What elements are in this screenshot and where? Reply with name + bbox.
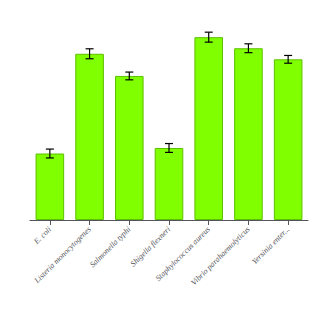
svg-text:Yersinia enter...: Yersinia enter... — [250, 225, 291, 266]
svg-text:Vibrio parahaemolyticus: Vibrio parahaemolyticus — [189, 225, 251, 287]
svg-text:E. coli: E. coli — [31, 225, 53, 247]
svg-text:Staphylococcus aureus: Staphylococcus aureus — [153, 224, 212, 283]
svg-text:Shigella flexneri: Shigella flexneri — [129, 225, 173, 269]
svg-text:Listeria monocytogenes: Listeria monocytogenes — [32, 225, 93, 286]
svg-text:Salmonella typhi: Salmonella typhi — [88, 225, 132, 269]
